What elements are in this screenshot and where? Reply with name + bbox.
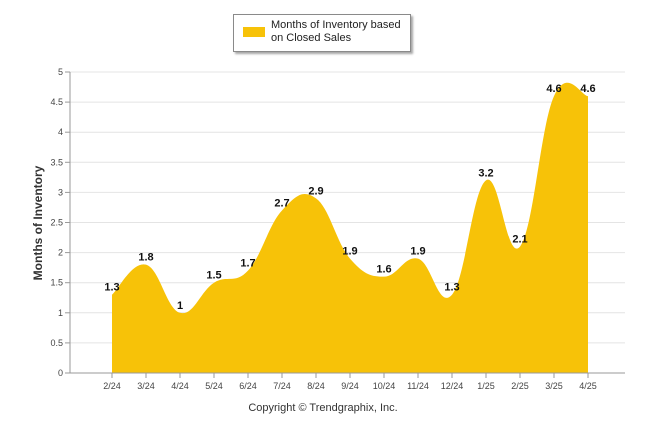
legend-swatch [243,27,265,37]
data-label: 1.5 [206,270,221,282]
y-tick-label: 2 [58,248,63,258]
x-tick-label: 8/24 [307,381,325,391]
x-tick-label: 4/25 [579,381,597,391]
x-tick-label: 2/25 [511,381,529,391]
legend-label: Months of Inventory based on Closed Sale… [271,19,401,44]
y-tick-label: 5 [58,67,63,77]
data-label: 1.3 [104,282,119,294]
y-tick-label: 1 [58,308,63,318]
y-tick-label: 2.5 [50,218,63,228]
x-tick-label: 3/24 [137,381,155,391]
data-label: 1.3 [444,282,459,294]
x-tick-label: 1/25 [477,381,495,391]
y-tick-label: 3.5 [50,157,63,167]
data-label: 2.7 [274,197,289,209]
data-label: 2.1 [512,234,527,246]
data-label: 4.6 [546,83,561,95]
data-labels: 1.3 1.8 1 1.5 1.7 2.7 2.9 1.9 1.6 1.9 1.3 3.2 2.1 4.6… [104,83,595,312]
y-tick-label: 4.5 [50,97,63,107]
y-tick-label: 1.5 [50,278,63,288]
y-axis-title: Months of Inventory [31,165,45,280]
x-tick-label: 7/24 [273,381,291,391]
y-tick-label: 4 [58,127,63,137]
x-tick-label: 3/25 [545,381,563,391]
x-tick-label: 6/24 [239,381,257,391]
data-label: 1.7 [240,258,255,270]
data-label: 1.9 [342,246,357,258]
data-label: 2.9 [308,185,323,197]
legend: Months of Inventory based on Closed Sale… [233,14,411,52]
x-tick-label: 12/24 [441,381,464,391]
data-label: 1.8 [138,252,153,264]
x-tick-label: 9/24 [341,381,359,391]
area-fill [112,82,588,374]
y-tick-label: 0 [58,368,63,378]
axes: 0 0.5 1 1.5 2 2.5 3 3.5 4 4.5 5 2/24 3/24 4/24 5/24 6/2… [50,67,625,391]
data-label: 3.2 [478,167,493,179]
x-tick-label: 11/24 [407,381,429,391]
x-tick-label: 2/24 [103,381,121,391]
copyright-text: Copyright © Trendgraphix, Inc. [248,402,398,414]
data-label: 1.9 [410,246,425,258]
data-label: 1 [177,300,183,312]
x-tick-label: 4/24 [171,381,189,391]
x-tick-label: 10/24 [373,381,396,391]
area-series [112,82,588,374]
y-tick-label: 0.5 [50,338,63,348]
x-tick-label: 5/24 [205,381,223,391]
data-label: 4.6 [580,83,595,95]
y-tick-label: 3 [58,187,63,197]
data-label: 1.6 [376,264,391,276]
